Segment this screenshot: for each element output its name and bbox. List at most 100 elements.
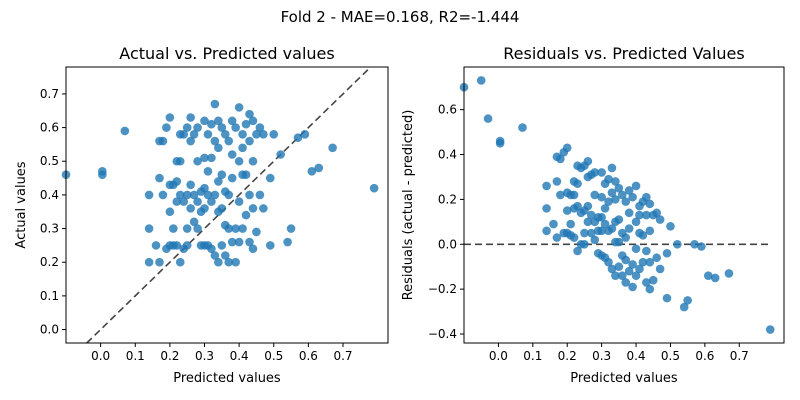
scatter-point xyxy=(621,197,631,206)
scatter-point xyxy=(255,190,265,200)
plot-area-frame xyxy=(65,66,389,344)
x-tick-label: 0.7 xyxy=(333,349,352,363)
scatter-point xyxy=(614,237,624,247)
scatter-point xyxy=(683,296,692,305)
x-tick-label: 0.3 xyxy=(195,349,214,363)
scatter-point xyxy=(648,275,658,285)
scatter-point xyxy=(193,224,202,233)
scatter-point xyxy=(182,123,192,132)
scatter-point xyxy=(635,210,644,220)
scatter-point xyxy=(483,114,493,123)
scatter-point xyxy=(590,168,600,177)
scatter-point xyxy=(621,255,631,265)
scatter-point xyxy=(186,180,195,190)
scatter-point xyxy=(200,183,209,193)
scatter-point xyxy=(224,190,234,200)
scatter-point xyxy=(631,271,641,280)
scatter-point xyxy=(231,257,240,267)
x-tick-label: 0.1 xyxy=(126,349,145,363)
scatter-point xyxy=(248,244,258,254)
scatter-point xyxy=(542,181,551,191)
scatter-point xyxy=(690,239,699,249)
x-tick-label: 0.3 xyxy=(592,349,611,363)
scatter-point xyxy=(193,197,202,206)
scatter-point xyxy=(210,251,220,260)
scatter-point xyxy=(542,204,551,213)
scatter-point xyxy=(234,156,244,166)
scatter-point xyxy=(245,136,254,146)
scatter-point xyxy=(210,99,220,109)
y-tick-label: 0.3 xyxy=(40,222,59,236)
scatter-point xyxy=(604,257,613,267)
scatter-point xyxy=(210,136,220,146)
scatter-point xyxy=(624,266,634,276)
scatter-point xyxy=(238,224,247,233)
scatter-point xyxy=(200,204,209,213)
scatter-point xyxy=(179,197,189,206)
scatter-point xyxy=(642,246,651,256)
scatter-point xyxy=(231,224,240,233)
y-tick-label: 0.4 xyxy=(40,188,59,202)
x-tick-label: 0.2 xyxy=(160,349,179,363)
scatter-point xyxy=(642,192,651,202)
scatter-point xyxy=(227,173,237,183)
scatter-point xyxy=(189,217,199,227)
scatter-point xyxy=(217,241,227,250)
scatter-point xyxy=(269,130,279,139)
x-tick-label: 0.1 xyxy=(523,349,542,363)
scatter-point xyxy=(252,130,261,139)
y-tick-label: 0.0 xyxy=(40,323,59,337)
scatter-point xyxy=(248,156,258,166)
scatter-point xyxy=(98,167,107,176)
scatter-point xyxy=(259,204,268,213)
scatter-point xyxy=(549,219,558,229)
scatter-point xyxy=(552,177,562,186)
scatter-point xyxy=(203,130,213,139)
scatter-point xyxy=(583,217,593,227)
scatter-point xyxy=(631,181,641,191)
scatter-point xyxy=(307,167,317,176)
y-tick-label: 0.2 xyxy=(40,255,59,269)
scatter-point xyxy=(631,244,641,254)
x-tick-label: 0.4 xyxy=(230,349,249,363)
points-layer xyxy=(61,99,379,267)
x-tick-label: 0.4 xyxy=(626,349,645,363)
x-tick-label: 0.0 xyxy=(489,349,508,363)
scatter-point xyxy=(234,237,244,247)
scatter-point xyxy=(645,226,655,236)
scatter-point xyxy=(214,177,223,186)
figure-title: Fold 2 - MAE=0.168, R2=-1.444 xyxy=(281,8,520,26)
scatter-point xyxy=(172,241,182,250)
scatter-point xyxy=(182,241,192,250)
panel-actual-vs-predicted: Actual vs. Predicted values 0.0 0.1 0.2 0.3… xyxy=(14,44,389,386)
scatter-point xyxy=(518,123,527,132)
scatter-point xyxy=(369,183,379,193)
scatter-point xyxy=(628,192,637,202)
y-tick-label: 0.1 xyxy=(40,289,59,303)
scatter-point xyxy=(587,228,596,238)
scatter-point xyxy=(597,226,606,236)
scatter-point xyxy=(624,186,634,195)
scatter-point xyxy=(217,170,227,180)
scatter-point xyxy=(573,246,582,256)
scatter-point xyxy=(241,170,251,180)
x-tick-label: 0.6 xyxy=(299,349,318,363)
scatter-point xyxy=(624,208,634,218)
scatter-point xyxy=(207,119,216,129)
x-tick-label: 0.7 xyxy=(730,349,749,363)
scatter-point xyxy=(724,269,734,278)
scatter-point xyxy=(245,190,254,200)
tick-layer: 0.0 0.1 0.2 0.3 0.4 0.5 0.6 0.7 0.0 0.1 0.2 0.3 0.4 0… xyxy=(40,87,353,363)
scatter-point xyxy=(662,293,672,303)
points-layer xyxy=(459,76,775,334)
scatter-point xyxy=(652,208,661,218)
scatter-point xyxy=(175,257,185,267)
panel-title: Residuals vs. Predicted Values xyxy=(503,44,744,63)
scatter-point xyxy=(590,190,600,200)
identity-reference-line xyxy=(86,66,372,344)
scatter-point xyxy=(162,123,171,132)
x-tick-label: 0.5 xyxy=(661,349,680,363)
scatter-point xyxy=(158,190,168,200)
scatter-point xyxy=(621,233,631,242)
scatter-point xyxy=(276,150,285,159)
